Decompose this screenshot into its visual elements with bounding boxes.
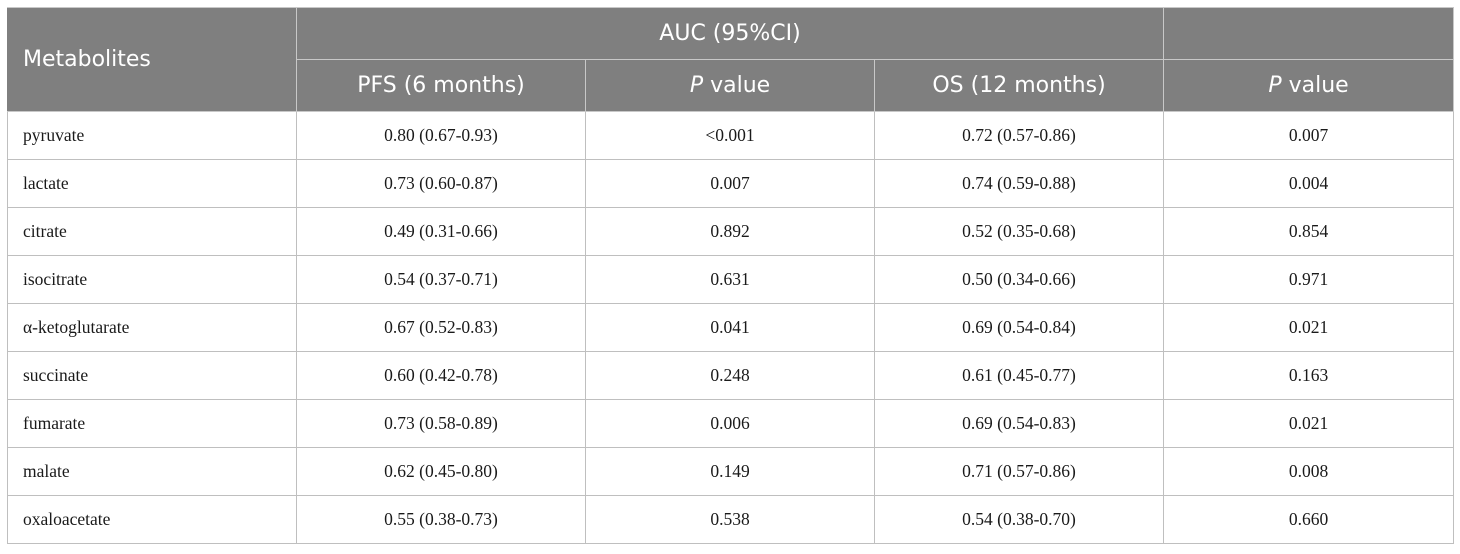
metabolite-name: α-ketoglutarate [7,303,297,352]
p-suffix: value [1281,73,1349,98]
metabolite-name: isocitrate [7,255,297,304]
pfs-p-value: 0.248 [585,351,875,400]
pfs-auc: 0.73 (0.60-0.87) [296,159,586,208]
table-row: fumarate 0.73 (0.58-0.89) 0.006 0.69 (0.… [7,399,1455,448]
header-os-p-value: P value [1163,59,1455,112]
metabolite-name: lactate [7,159,297,208]
pfs-auc: 0.73 (0.58-0.89) [296,399,586,448]
pfs-auc: 0.60 (0.42-0.78) [296,351,586,400]
table-row: citrate 0.49 (0.31-0.66) 0.892 0.52 (0.3… [7,207,1455,256]
os-p-value: 0.854 [1163,207,1455,256]
pfs-auc: 0.54 (0.37-0.71) [296,255,586,304]
os-p-value: 0.021 [1163,303,1455,352]
table-row: lactate 0.73 (0.60-0.87) 0.007 0.74 (0.5… [7,159,1455,208]
auc-table: Metabolites AUC (95%CI) PFS (6 months) P… [7,7,1455,544]
pfs-p-value: 0.149 [585,447,875,496]
table-row: pyruvate 0.80 (0.67-0.93) <0.001 0.72 (0… [7,111,1455,160]
table-header: Metabolites AUC (95%CI) PFS (6 months) P… [7,7,1455,112]
header-metabolites: Metabolites [7,7,297,112]
header-pfs: PFS (6 months) [296,59,586,112]
os-p-value: 0.021 [1163,399,1455,448]
metabolite-name: citrate [7,207,297,256]
os-p-value: 0.971 [1163,255,1455,304]
pfs-auc: 0.80 (0.67-0.93) [296,111,586,160]
pfs-auc: 0.55 (0.38-0.73) [296,495,586,544]
p-suffix: value [703,73,771,98]
pfs-auc: 0.49 (0.31-0.66) [296,207,586,256]
os-p-value: 0.008 [1163,447,1455,496]
table-row: α-ketoglutarate 0.67 (0.52-0.83) 0.041 0… [7,303,1455,352]
os-auc: 0.71 (0.57-0.86) [873,447,1165,496]
os-p-value: 0.004 [1163,159,1455,208]
table-row: malate 0.62 (0.45-0.80) 0.149 0.71 (0.57… [7,447,1455,496]
p-italic: P [689,73,704,98]
os-auc: 0.74 (0.59-0.88) [873,159,1165,208]
metabolite-name: pyruvate [7,111,297,160]
pfs-auc: 0.67 (0.52-0.83) [296,303,586,352]
pfs-p-value: <0.001 [585,111,875,160]
header-os: OS (12 months) [873,59,1165,112]
p-italic: P [1268,73,1282,98]
os-auc: 0.50 (0.34-0.66) [873,255,1165,304]
pfs-auc: 0.62 (0.45-0.80) [296,447,586,496]
header-blank [1163,7,1455,60]
os-p-value: 0.163 [1163,351,1455,400]
os-auc: 0.52 (0.35-0.68) [873,207,1165,256]
table-row: oxaloacetate 0.55 (0.38-0.73) 0.538 0.54… [7,495,1455,544]
header-pfs-p-value: P value [585,59,875,112]
os-auc: 0.54 (0.38-0.70) [873,495,1165,544]
pfs-p-value: 0.007 [585,159,875,208]
table-row: succinate 0.60 (0.42-0.78) 0.248 0.61 (0… [7,351,1455,400]
table-row: isocitrate 0.54 (0.37-0.71) 0.631 0.50 (… [7,255,1455,304]
metabolite-name: malate [7,447,297,496]
pfs-p-value: 0.041 [585,303,875,352]
os-auc: 0.69 (0.54-0.84) [873,303,1165,352]
os-auc: 0.69 (0.54-0.83) [873,399,1165,448]
table-body: pyruvate 0.80 (0.67-0.93) <0.001 0.72 (0… [7,111,1455,544]
header-auc: AUC (95%CI) [295,7,1165,60]
metabolite-name: succinate [7,351,297,400]
pfs-p-value: 0.631 [585,255,875,304]
metabolite-name: fumarate [7,399,297,448]
os-auc: 0.72 (0.57-0.86) [873,111,1165,160]
pfs-p-value: 0.006 [585,399,875,448]
os-auc: 0.61 (0.45-0.77) [873,351,1165,400]
os-p-value: 0.660 [1163,495,1455,544]
pfs-p-value: 0.892 [585,207,875,256]
os-p-value: 0.007 [1163,111,1455,160]
metabolite-name: oxaloacetate [7,495,297,544]
pfs-p-value: 0.538 [585,495,875,544]
